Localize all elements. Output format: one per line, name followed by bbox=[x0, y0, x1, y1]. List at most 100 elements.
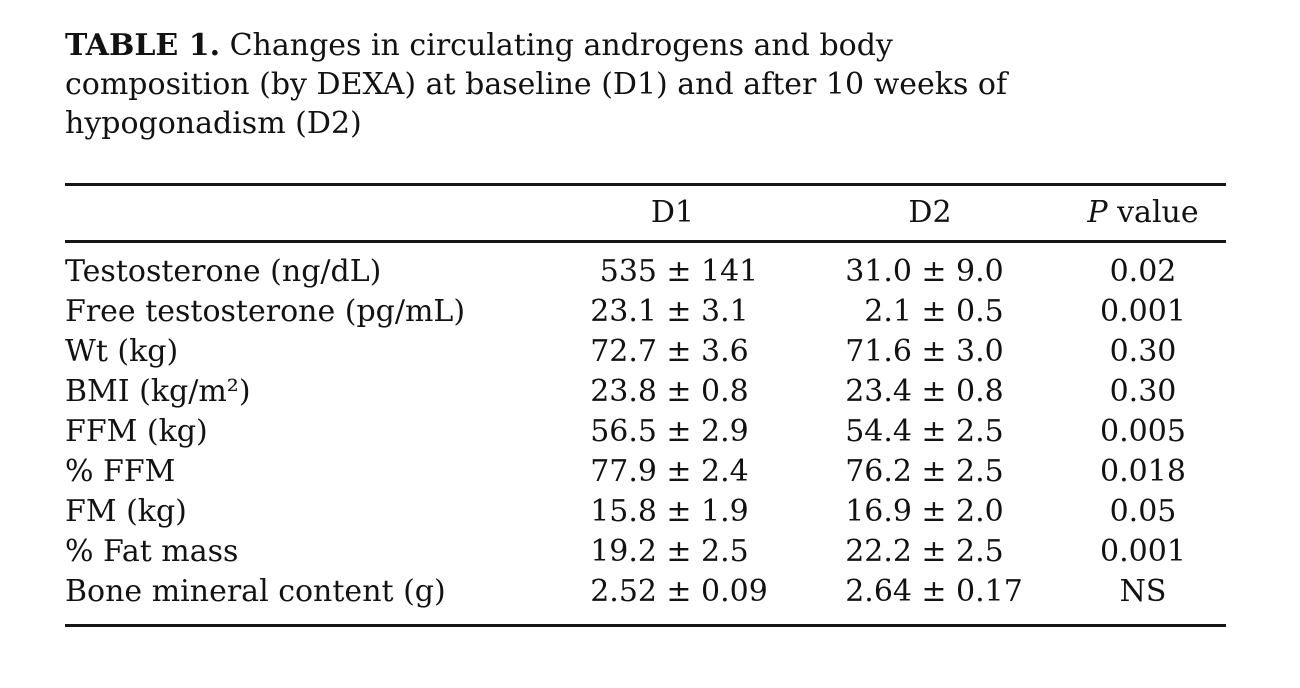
sd-value: 2.5 bbox=[956, 454, 1004, 489]
mean-value: 71.6 bbox=[845, 334, 912, 369]
mean-value: 76.2 bbox=[845, 454, 912, 489]
plus-minus-symbol: ± bbox=[666, 374, 692, 409]
cell-d2: 76.2 ±2.5 bbox=[800, 452, 1060, 492]
mean-value: 2.1 bbox=[864, 294, 912, 329]
col-header-d1: D1 bbox=[545, 184, 800, 243]
mean-value: 16.9 bbox=[845, 494, 912, 529]
cell-d1: 23.8 ±0.8 bbox=[545, 372, 800, 412]
sd-value: 9.0 bbox=[956, 254, 1004, 289]
sd-value: 3.6 bbox=[701, 334, 749, 369]
cell-d1: 23.1 ±3.1 bbox=[545, 292, 800, 332]
table-caption-line: Changes in circulating androgens and bod… bbox=[229, 28, 893, 63]
sd-value: 2.5 bbox=[701, 534, 749, 569]
plus-minus-symbol: ± bbox=[666, 534, 692, 569]
plus-minus-symbol: ± bbox=[921, 374, 947, 409]
cell-d2: 23.4 ±0.8 bbox=[800, 372, 1060, 412]
cell-d2: 22.2 ±2.5 bbox=[800, 532, 1060, 572]
table-row: Testosterone (ng/dL) 535 ±141 31.0 ±9.0 0.… bbox=[65, 242, 1226, 293]
mean-value: 23.1 bbox=[590, 294, 657, 329]
sd-value: 1.9 bbox=[701, 494, 749, 529]
row-label: Testosterone (ng/dL) bbox=[65, 254, 382, 289]
cell-pvalue: 0.05 bbox=[1109, 494, 1177, 529]
plus-minus-symbol: ± bbox=[666, 254, 692, 289]
cell-d1: 56.5 ±2.9 bbox=[545, 412, 800, 452]
mean-value: 56.5 bbox=[590, 414, 657, 449]
row-label: Bone mineral content (g) bbox=[65, 574, 446, 609]
table-header-row: D1 D2 P value bbox=[65, 184, 1226, 243]
sd-value: 0.8 bbox=[701, 374, 749, 409]
mean-value: 15.8 bbox=[590, 494, 657, 529]
plus-minus-symbol: ± bbox=[921, 454, 947, 489]
row-label: Free testosterone (pg/mL) bbox=[65, 294, 466, 329]
pvalue-rest: value bbox=[1117, 195, 1199, 230]
plus-minus-symbol: ± bbox=[921, 414, 947, 449]
cell-pvalue: NS bbox=[1119, 574, 1167, 609]
mean-value: 2.64 bbox=[845, 574, 912, 609]
plus-minus-symbol: ± bbox=[666, 334, 692, 369]
cell-d2: 16.9 ±2.0 bbox=[800, 492, 1060, 532]
row-label: % Fat mass bbox=[65, 534, 239, 569]
plus-minus-symbol: ± bbox=[666, 294, 692, 329]
plus-minus-symbol: ± bbox=[921, 534, 947, 569]
plus-minus-symbol: ± bbox=[921, 334, 947, 369]
cell-d1: 2.52 ±0.09 bbox=[545, 572, 800, 626]
table-row: Free testosterone (pg/mL) 23.1 ±3.1 2.1 ±0… bbox=[65, 292, 1226, 332]
sd-value: 0.17 bbox=[956, 574, 1023, 609]
table-row: BMI (kg/m²) 23.8 ±0.8 23.4 ±0.8 0.30 bbox=[65, 372, 1226, 412]
mean-value: 77.9 bbox=[590, 454, 657, 489]
plus-minus-symbol: ± bbox=[921, 254, 947, 289]
plus-minus-symbol: ± bbox=[921, 574, 947, 609]
table-caption: TABLE 1. Changes in circulating androgen… bbox=[65, 26, 1226, 143]
col-header-d2: D2 bbox=[800, 184, 1060, 243]
table-caption-label: TABLE 1. bbox=[65, 28, 221, 63]
cell-d1: 77.9 ±2.4 bbox=[545, 452, 800, 492]
plus-minus-symbol: ± bbox=[666, 414, 692, 449]
sd-value: 2.0 bbox=[956, 494, 1004, 529]
table-row: FM (kg) 15.8 ±1.9 16.9 ±2.0 0.05 bbox=[65, 492, 1226, 532]
cell-pvalue: 0.018 bbox=[1100, 454, 1186, 489]
sd-value: 2.4 bbox=[701, 454, 749, 489]
cell-d1: 72.7 ±3.6 bbox=[545, 332, 800, 372]
cell-pvalue: 0.001 bbox=[1100, 294, 1186, 329]
table-row: Wt (kg) 72.7 ±3.6 71.6 ±3.0 0.30 bbox=[65, 332, 1226, 372]
mean-value: 23.8 bbox=[590, 374, 657, 409]
sd-value: 141 bbox=[701, 254, 759, 289]
data-table: D1 D2 P value Testosterone (ng/dL) 535 ±1… bbox=[65, 183, 1226, 627]
sd-value: 2.9 bbox=[701, 414, 749, 449]
plus-minus-symbol: ± bbox=[666, 494, 692, 529]
cell-d2: 54.4 ±2.5 bbox=[800, 412, 1060, 452]
cell-d2: 71.6 ±3.0 bbox=[800, 332, 1060, 372]
sd-value: 3.0 bbox=[956, 334, 1004, 369]
cell-d1: 535 ±141 bbox=[545, 242, 800, 293]
sd-value: 0.8 bbox=[956, 374, 1004, 409]
row-label: Wt (kg) bbox=[65, 334, 179, 369]
sd-value: 2.5 bbox=[956, 534, 1004, 569]
cell-pvalue: 0.02 bbox=[1109, 254, 1177, 289]
sd-value: 0.09 bbox=[701, 574, 768, 609]
mean-value: 31.0 bbox=[845, 254, 912, 289]
mean-value: 535 bbox=[599, 254, 657, 289]
sd-value: 0.5 bbox=[956, 294, 1004, 329]
cell-d1: 19.2 ±2.5 bbox=[545, 532, 800, 572]
table-row: Bone mineral content (g) 2.52 ±0.09 2.64 ±… bbox=[65, 572, 1226, 626]
mean-value: 22.2 bbox=[845, 534, 912, 569]
col-header-empty bbox=[65, 184, 545, 243]
cell-d2: 31.0 ±9.0 bbox=[800, 242, 1060, 293]
cell-pvalue: 0.30 bbox=[1109, 334, 1177, 369]
sd-value: 2.5 bbox=[956, 414, 1004, 449]
row-label: BMI (kg/m²) bbox=[65, 374, 251, 409]
table-row: FFM (kg) 56.5 ±2.9 54.4 ±2.5 0.005 bbox=[65, 412, 1226, 452]
col-header-pvalue: P value bbox=[1060, 184, 1226, 243]
cell-pvalue: 0.30 bbox=[1109, 374, 1177, 409]
plus-minus-symbol: ± bbox=[666, 454, 692, 489]
plus-minus-symbol: ± bbox=[666, 574, 692, 609]
mean-value: 2.52 bbox=[590, 574, 657, 609]
sd-value: 3.1 bbox=[701, 294, 749, 329]
table-caption-line: composition (by DEXA) at baseline (D1) a… bbox=[65, 67, 1008, 102]
table-row: % Fat mass 19.2 ±2.5 22.2 ±2.5 0.001 bbox=[65, 532, 1226, 572]
plus-minus-symbol: ± bbox=[921, 494, 947, 529]
cell-d1: 15.8 ±1.9 bbox=[545, 492, 800, 532]
row-label: % FFM bbox=[65, 454, 176, 489]
table-caption-line: hypogonadism (D2) bbox=[65, 106, 362, 141]
